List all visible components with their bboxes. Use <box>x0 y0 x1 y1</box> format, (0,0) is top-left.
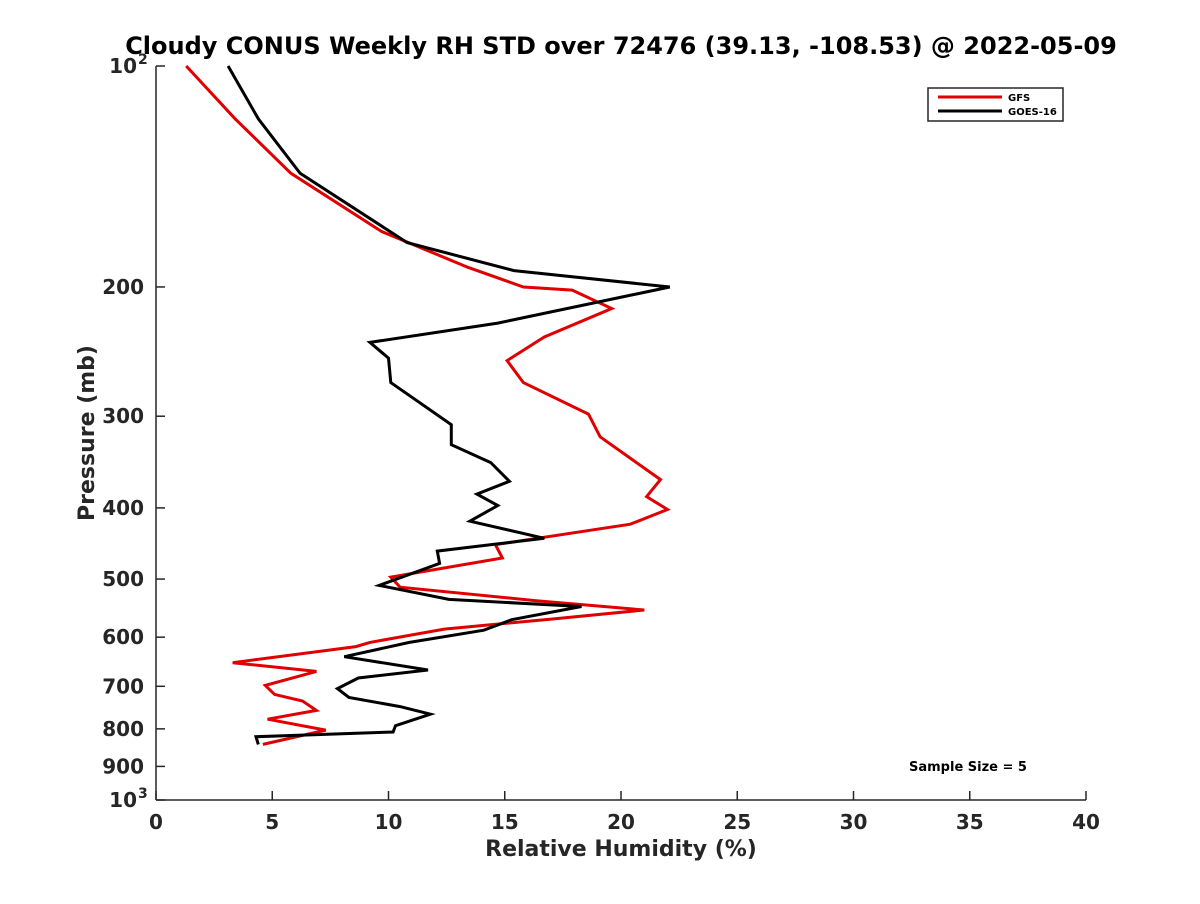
y-tick-exponent: 2 <box>138 52 148 68</box>
y-tick-label: 300 <box>102 404 144 428</box>
x-tick-label: 0 <box>149 810 163 834</box>
y-tick-label: 900 <box>102 754 144 778</box>
y-tick-label: 700 <box>102 674 144 698</box>
y-tick-label: 600 <box>102 625 144 649</box>
series-layer <box>185 64 671 746</box>
series-line-gfs <box>185 64 671 746</box>
y-tick-label: 400 <box>102 496 144 520</box>
y-tick-label: 10 <box>109 788 137 812</box>
legend-label-goes-16: GOES-16 <box>1008 107 1057 118</box>
x-tick-label: 35 <box>956 810 984 834</box>
sample-size-annotation: Sample Size = 5 <box>909 760 1027 775</box>
legend: GFS GOES-16 <box>927 87 1064 122</box>
x-tick-label: 15 <box>491 810 519 834</box>
y-tick-label: 10 <box>109 54 137 78</box>
y-tick-exponent: 3 <box>138 786 148 802</box>
x-axis-title: Relative Humidity (%) <box>485 837 757 862</box>
y-tick-label: 800 <box>102 717 144 741</box>
x-tick-label: 30 <box>840 810 868 834</box>
x-tick-label: 40 <box>1072 810 1100 834</box>
x-tick-label: 25 <box>723 810 751 834</box>
legend-label-gfs: GFS <box>1008 93 1030 104</box>
series-line-goes-16 <box>226 65 671 745</box>
legend-box <box>927 87 1064 122</box>
y-axis-title: Pressure (mb) <box>75 345 100 521</box>
y-tick-label: 200 <box>102 275 144 299</box>
y-tick-label: 500 <box>102 567 144 591</box>
x-axis: 0 5 10 15 20 25 30 35 40 <box>149 791 1100 834</box>
x-tick-label: 10 <box>375 810 403 834</box>
x-tick-label: 20 <box>607 810 635 834</box>
chart-title: Cloudy CONUS Weekly RH STD over 72476 (3… <box>125 32 1117 60</box>
x-tick-label: 5 <box>265 810 279 834</box>
